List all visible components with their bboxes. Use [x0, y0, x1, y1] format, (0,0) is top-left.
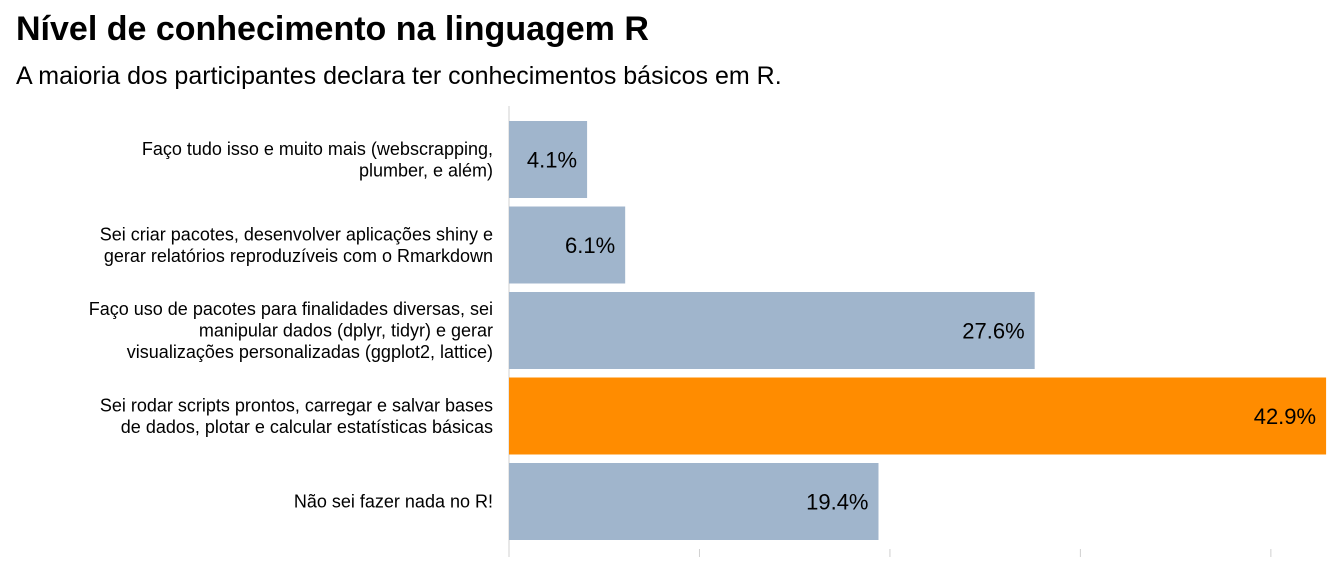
category-label-1: Sei criar pacotes, desenvolver aplicaçõe… [100, 224, 493, 266]
category-label-0: Faço tudo isso e muito mais (webscrappin… [142, 139, 493, 181]
bar-3 [509, 377, 1327, 455]
bar-1 [509, 206, 626, 284]
bar-2 [509, 292, 1035, 369]
bar-4 [509, 463, 879, 540]
bar-0 [509, 121, 588, 198]
bar-value-label-2: 27.6% [962, 319, 1024, 344]
chart-title: Nível de conhecimento na linguagem R [16, 10, 649, 48]
chart-subtitle: A maioria dos participantes declara ter … [16, 62, 782, 90]
category-label-3: Sei rodar scripts prontos, carregar e sa… [100, 395, 493, 437]
bar-value-label-4: 19.4% [806, 490, 868, 515]
bar-value-label-0: 4.1% [527, 148, 577, 173]
bar-value-label-1: 6.1% [565, 233, 615, 258]
category-label-2: Faço uso de pacotes para finalidades div… [89, 299, 493, 362]
category-label-4: Não sei fazer nada no R! [294, 492, 493, 512]
bar-value-label-3: 42.9% [1254, 404, 1316, 429]
